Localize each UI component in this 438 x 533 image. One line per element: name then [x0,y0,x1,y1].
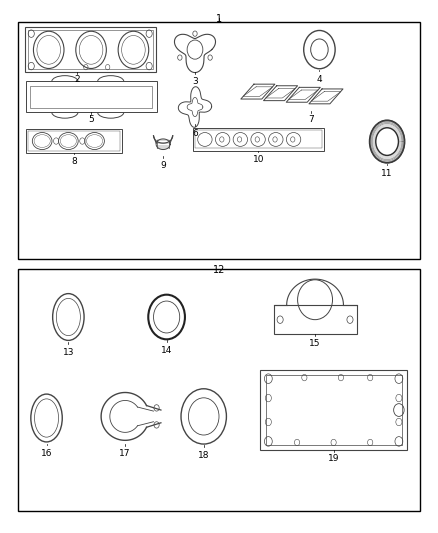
Bar [261,370,407,450]
Text: 9: 9 [160,161,166,170]
Text: 3: 3 [192,77,198,86]
Bar [274,305,357,334]
Text: 14: 14 [161,346,172,355]
Text: 1: 1 [216,14,222,24]
Text: 15: 15 [309,338,321,348]
Text: 12: 12 [213,265,225,276]
Text: 5: 5 [88,115,94,124]
Text: 17: 17 [120,449,131,458]
Text: 18: 18 [198,451,209,460]
Text: 13: 13 [63,348,74,357]
Text: 19: 19 [328,454,339,463]
Text: 8: 8 [71,157,77,166]
Bar [28,30,152,69]
Text: 4: 4 [317,75,322,84]
Bar [18,269,420,511]
Bar [28,132,120,151]
Bar [25,27,155,72]
Text: 2: 2 [74,75,80,84]
Bar [18,22,420,259]
Text: 7: 7 [308,115,314,124]
Bar [195,131,321,149]
Text: 11: 11 [381,169,393,178]
Bar [26,130,122,153]
Bar [193,128,324,151]
Text: 6: 6 [192,130,198,139]
Bar [266,375,402,445]
Text: 16: 16 [41,449,52,458]
Text: 10: 10 [253,155,264,164]
Bar [30,86,152,108]
Bar [25,82,156,112]
